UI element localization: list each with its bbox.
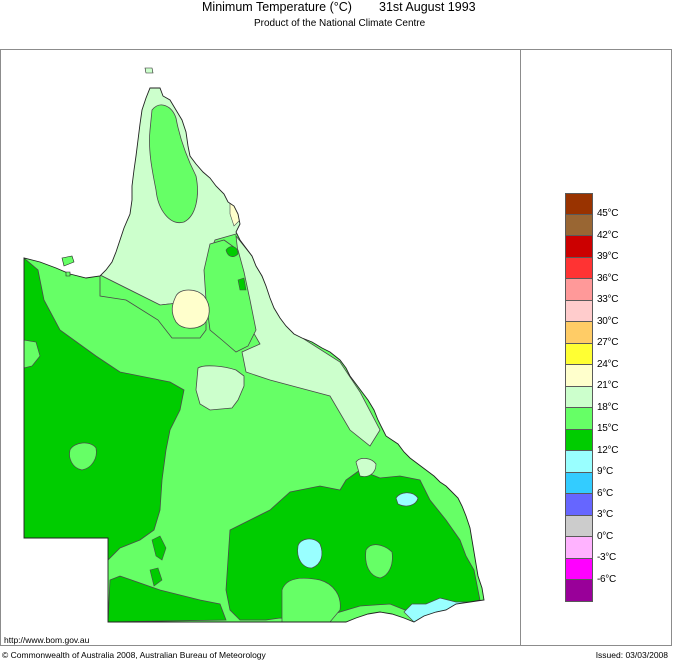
legend-label: 39°C xyxy=(597,251,619,262)
legend-label: -6°C xyxy=(597,574,616,585)
legend-swatch xyxy=(565,365,593,387)
legend-swatch xyxy=(565,322,593,344)
legend-label: 3°C xyxy=(597,509,613,520)
panel-divider xyxy=(520,49,521,646)
legend-swatch xyxy=(565,472,593,494)
map-frame xyxy=(0,49,672,646)
legend-label: 36°C xyxy=(597,273,619,284)
legend-swatch xyxy=(565,558,593,580)
legend-label: -3°C xyxy=(597,552,616,563)
legend-swatch xyxy=(565,429,593,451)
legend-swatch xyxy=(565,300,593,322)
map-title: Minimum Temperature (°C) xyxy=(202,0,352,14)
legend-swatch xyxy=(565,494,593,516)
copyright-text: © Commonwealth of Australia 2008, Austra… xyxy=(2,650,266,660)
map-subtitle: Product of the National Climate Centre xyxy=(254,18,426,29)
legend-label: 42°C xyxy=(597,230,619,241)
temperature-legend xyxy=(565,193,594,602)
legend-label: 6°C xyxy=(597,488,613,499)
legend-swatch xyxy=(565,214,593,236)
legend-label: 45°C xyxy=(597,208,619,219)
legend-swatch xyxy=(565,386,593,408)
legend-swatch xyxy=(565,236,593,258)
legend-label: 27°C xyxy=(597,337,619,348)
legend-swatch xyxy=(565,257,593,279)
legend-label: 12°C xyxy=(597,445,619,456)
legend-swatch xyxy=(565,279,593,301)
temperature-zones xyxy=(24,88,484,622)
legend-label: 24°C xyxy=(597,359,619,370)
legend-label: 9°C xyxy=(597,466,613,477)
source-url-link[interactable]: http://www.bom.gov.au xyxy=(4,635,90,645)
legend-label: 0°C xyxy=(597,531,613,542)
legend-swatch xyxy=(565,343,593,365)
legend-label: 21°C xyxy=(597,380,619,391)
legend-swatch xyxy=(565,451,593,473)
legend-swatch xyxy=(565,408,593,430)
legend-swatch xyxy=(565,580,593,602)
legend-swatch xyxy=(565,515,593,537)
legend-label: 15°C xyxy=(597,423,619,434)
issued-date: Issued: 03/03/2008 xyxy=(595,650,668,660)
legend-label: 30°C xyxy=(597,316,619,327)
legend-swatch xyxy=(565,537,593,559)
map-date: 31st August 1993 xyxy=(379,0,476,14)
header: Minimum Temperature (°C) 31st August 199… xyxy=(0,0,674,16)
legend-label: 33°C xyxy=(597,294,619,305)
legend-label: 18°C xyxy=(597,402,619,413)
legend-swatch xyxy=(565,193,593,215)
